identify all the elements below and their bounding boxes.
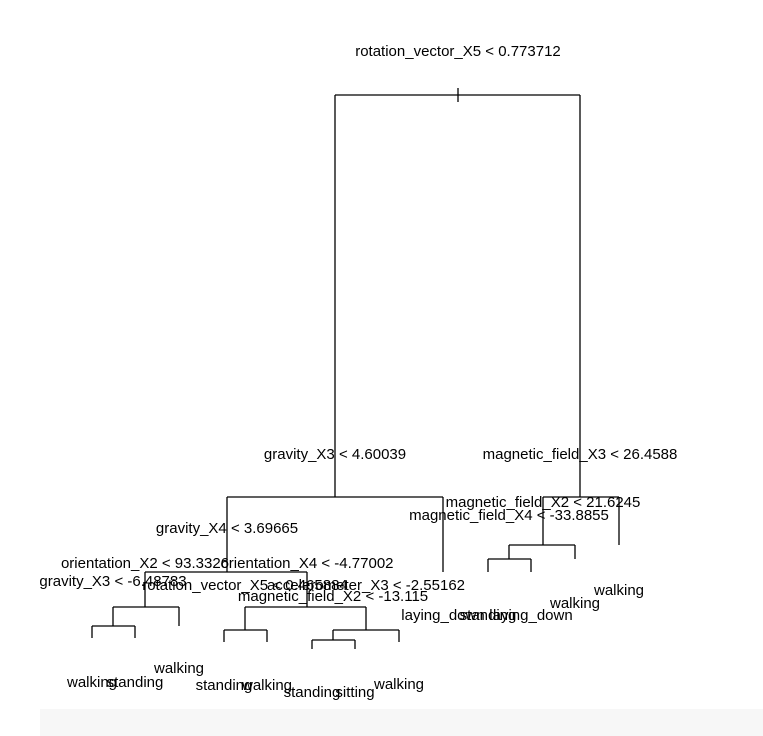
- leaf-label: laying_down: [489, 607, 572, 624]
- split-label-gravity-x3-neg: gravity_X3 < -6.48783: [39, 573, 186, 590]
- split-label-accelerometer: accelerometer_X3 < -2.55162: [267, 577, 465, 594]
- split-label-orientation-x2: orientation_X2 < 93.3326: [61, 555, 229, 572]
- leaf-label: walking: [373, 676, 424, 693]
- leaf-label: standing: [460, 607, 517, 624]
- leaf-label: sitting: [335, 684, 374, 701]
- split-label-right: magnetic_field_X3 < 26.4588: [483, 446, 678, 463]
- leaf-label: walking: [153, 660, 204, 677]
- leaf-label: walking: [593, 582, 644, 599]
- bottom-background-band: [40, 709, 763, 736]
- split-label-magnetic-x2: magnetic_field_X2 < 21.6245: [446, 494, 641, 511]
- split-label-left-left: gravity_X4 < 3.69665: [156, 520, 298, 537]
- leaf-label: walking: [241, 677, 292, 694]
- leaf-label: standing: [107, 674, 164, 691]
- split-label-magnetic-x2-neg: magnetic_field_X2 < -13.115: [238, 588, 428, 605]
- split-label-orientation-x4: orientation_X4 < -4.77002: [220, 555, 393, 572]
- leaf-label: laying_down: [401, 607, 484, 624]
- leaf-label: standing: [196, 677, 253, 694]
- leaf-label: walking: [66, 674, 117, 691]
- split-label-left: gravity_X3 < 4.60039: [264, 446, 406, 463]
- leaf-label: standing: [284, 684, 341, 701]
- leaf-label: walking: [549, 595, 600, 612]
- split-label-magnetic-x4: magnetic_field_X4 < -33.8855: [409, 507, 609, 524]
- split-label-rotation-vector: rotation_vector_X5 < 0.465884: [142, 577, 348, 594]
- split-label-root: rotation_vector_X5 < 0.773712: [355, 43, 561, 60]
